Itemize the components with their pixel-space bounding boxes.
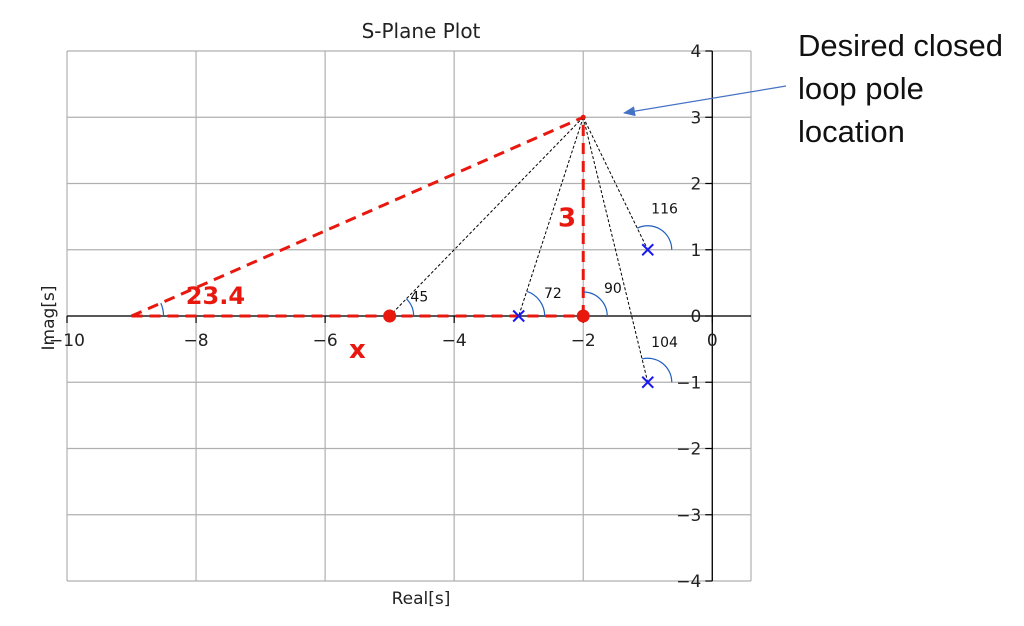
- x-tick-label: 0: [707, 331, 718, 351]
- y-tick-label: −1: [676, 373, 701, 393]
- angle-label-45: 45: [410, 289, 428, 305]
- angle-arcs: [160, 225, 673, 383]
- pole-marker-x: [641, 376, 654, 389]
- angle-arc: [405, 298, 415, 317]
- angle-label-90: 90: [604, 281, 622, 297]
- y-tick-label: −4: [676, 572, 701, 592]
- unknown-x-label: x: [349, 335, 366, 365]
- chart-title: S-Plane Plot: [362, 19, 481, 43]
- callout-arrow: [623, 85, 787, 117]
- y-tick-label: 4: [690, 42, 701, 62]
- x-tick-label: −4: [442, 331, 467, 351]
- angle-label-104: 104: [651, 335, 678, 351]
- angle-arc: [526, 290, 546, 317]
- hypotenuse-line: [130, 115, 584, 318]
- annotation-labels: 116 104 90 72 45 23.4 3 x: [186, 201, 678, 365]
- y-tick-label: −2: [676, 440, 701, 460]
- y-tick-label: 2: [690, 175, 701, 195]
- red-point-marker: [383, 309, 397, 323]
- y-axis-label: Imag[s]: [39, 286, 59, 351]
- angle-arc: [160, 302, 165, 317]
- x-tick-label: −6: [313, 331, 338, 351]
- y-tick-label: 0: [690, 307, 701, 327]
- x-axis-label: Real[s]: [392, 589, 451, 609]
- x-tick-label: −10: [49, 331, 85, 351]
- pole-marker-x: [641, 243, 654, 256]
- height-label: 3: [558, 204, 576, 234]
- x-tick-label: −8: [184, 331, 209, 351]
- angle-arc: [583, 291, 608, 317]
- angle-arc: [641, 357, 673, 383]
- callout-line-3: location: [798, 114, 905, 149]
- data-marks: [383, 114, 654, 389]
- hypotenuse-label: 23.4: [186, 282, 245, 310]
- x-tick-label: −2: [571, 331, 596, 351]
- callout-line-1: Desired closed: [798, 28, 1004, 63]
- angle-arc: [636, 225, 673, 250]
- callout-desired-pole: Desired closed loop pole location: [798, 24, 1003, 153]
- dotted-line: [582, 117, 649, 383]
- y-tick-label: −3: [676, 506, 701, 526]
- angle-label-72: 72: [544, 286, 562, 302]
- dotted-line: [389, 116, 584, 317]
- angle-label-116: 116: [651, 201, 678, 217]
- y-tick-label: 1: [690, 241, 701, 261]
- red-point-marker: [576, 309, 590, 323]
- pole-marker-x: [512, 309, 525, 323]
- desired-pole-point: [580, 114, 586, 120]
- y-tick-label: 3: [690, 108, 701, 128]
- callout-line-2: loop pole: [798, 71, 924, 106]
